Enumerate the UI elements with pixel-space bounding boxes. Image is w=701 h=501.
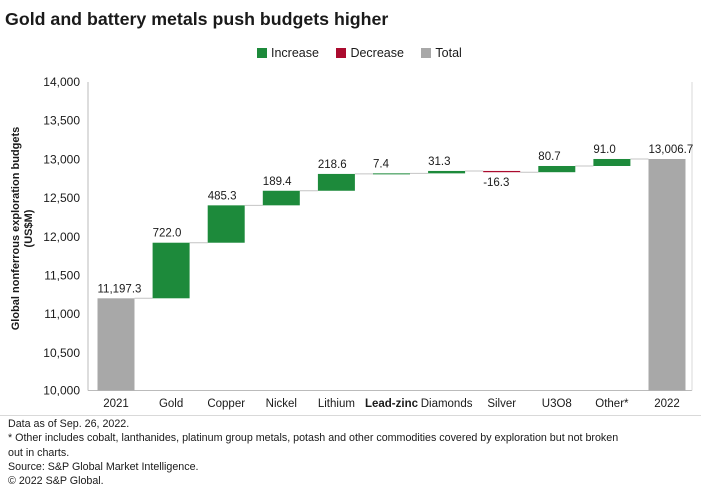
svg-text:Other*: Other* [595,398,629,410]
svg-text:Lithium: Lithium [318,398,355,410]
svg-text:Gold: Gold [159,398,183,410]
svg-text:12,500: 12,500 [43,191,80,205]
svg-text:2021: 2021 [103,398,129,410]
svg-text:10,500: 10,500 [43,346,80,360]
svg-text:31.3: 31.3 [428,156,450,168]
svg-text:13,500: 13,500 [43,114,80,128]
svg-text:189.4: 189.4 [263,176,292,188]
svg-text:10,000: 10,000 [43,384,80,398]
svg-text:-16.3: -16.3 [483,177,509,189]
svg-text:11,197.3: 11,197.3 [98,283,142,295]
svg-text:11,500: 11,500 [44,269,80,283]
svg-text:11,000: 11,000 [44,307,80,321]
svg-text:91.0: 91.0 [593,144,615,156]
svg-text:13,006.7: 13,006.7 [649,144,694,156]
svg-text:218.6: 218.6 [318,159,347,171]
svg-text:13,000: 13,000 [43,152,80,166]
svg-text:722.0: 722.0 [153,228,182,240]
svg-text:7.4: 7.4 [373,158,390,170]
svg-text:80.7: 80.7 [538,151,560,163]
svg-text:Nickel: Nickel [266,398,297,410]
svg-text:U3O8: U3O8 [542,398,572,410]
svg-text:Copper: Copper [207,398,245,410]
svg-text:485.3: 485.3 [208,190,237,202]
svg-text:Lead-zinc: Lead-zinc [365,398,419,410]
svg-text:Silver: Silver [487,398,516,410]
svg-text:14,000: 14,000 [43,75,80,89]
svg-text:2022: 2022 [654,398,680,410]
svg-text:Diamonds: Diamonds [421,398,473,410]
svg-text:12,000: 12,000 [43,230,80,244]
